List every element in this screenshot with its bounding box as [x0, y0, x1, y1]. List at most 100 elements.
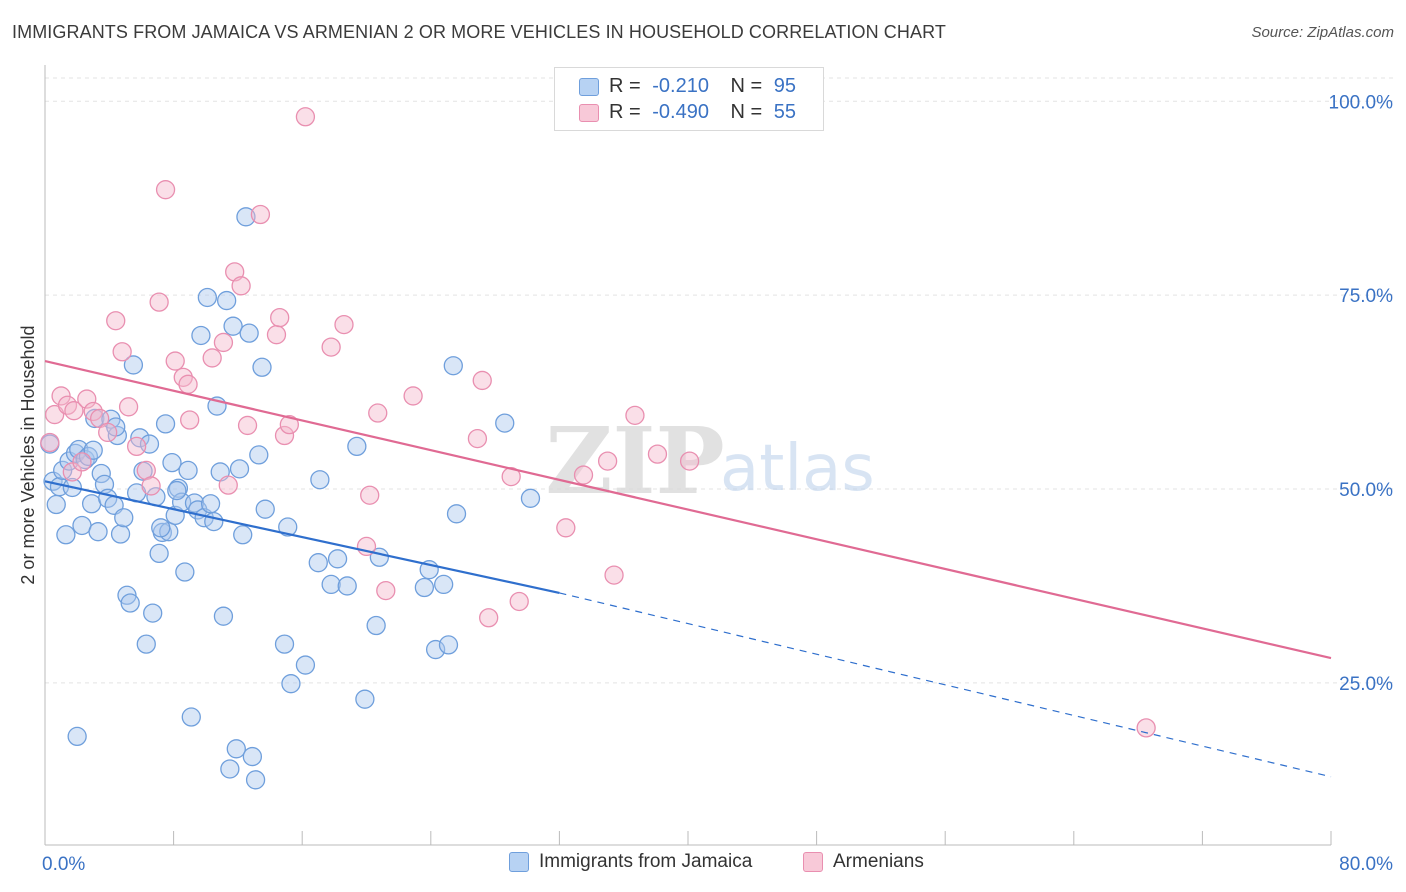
data-point-armenians	[368, 403, 388, 423]
data-point-jamaica	[223, 316, 243, 336]
data-point-armenians	[165, 351, 185, 371]
axis-layer	[44, 65, 1332, 846]
n-label: N =	[730, 75, 763, 98]
data-point-armenians	[136, 460, 156, 481]
data-point-armenians	[149, 292, 169, 312]
blue-swatch-icon	[579, 77, 599, 96]
data-point-armenians	[118, 397, 139, 417]
data-point-jamaica	[236, 207, 256, 227]
data-point-armenians	[274, 425, 295, 446]
axis-labels-layer: 25.0% 50.0% 75.0% 100.0% 0.0% 80.0% 2 or more …	[18, 92, 1393, 875]
data-point-armenians	[202, 348, 222, 368]
r-label: R =	[609, 75, 641, 98]
data-point-jamaica	[255, 499, 275, 519]
pink-swatch-icon	[803, 852, 823, 872]
data-point-jamaica	[414, 577, 435, 598]
data-point-jamaica	[278, 517, 298, 537]
data-point-jamaica	[72, 515, 92, 536]
data-point-jamaica	[310, 470, 330, 490]
data-point-jamaica	[216, 290, 237, 311]
data-point-jamaica	[155, 414, 176, 434]
watermark-atlas: atlas	[720, 432, 875, 506]
x-tick-label-min: 0.0%	[42, 854, 85, 875]
stats-legend: R = -0.210 N = 95 R = -0.490 N = 55	[554, 67, 824, 131]
data-point-armenians	[1136, 718, 1156, 738]
data-point-armenians	[51, 386, 71, 406]
data-point-jamaica	[178, 460, 198, 481]
data-point-armenians	[98, 422, 118, 443]
series-legend: Immigrants from Jamaica Armenians	[0, 851, 1406, 879]
legend-item-armenians[interactable]: Armenians	[803, 851, 924, 873]
data-point-armenians	[180, 410, 200, 430]
data-point-jamaica	[226, 739, 246, 759]
data-point-jamaica	[149, 543, 169, 564]
data-point-jamaica	[308, 553, 328, 573]
data-point-jamaica	[67, 726, 87, 747]
data-point-jamaica	[200, 494, 221, 514]
data-point-armenians	[270, 307, 290, 328]
data-point-jamaica	[143, 603, 163, 623]
data-point-jamaica	[85, 408, 105, 429]
stats-row-jamaica: R = -0.210 N = 95	[579, 75, 796, 101]
n-value-armenians: 55	[773, 101, 797, 124]
data-point-jamaica	[274, 634, 295, 654]
data-point-armenians	[64, 401, 84, 421]
data-point-jamaica	[281, 674, 301, 694]
data-point-jamaica	[438, 635, 459, 655]
data-point-jamaica	[204, 511, 224, 532]
data-point-jamaica	[88, 522, 108, 542]
data-point-armenians	[250, 204, 271, 225]
data-point-armenians	[225, 262, 245, 282]
data-point-jamaica	[123, 355, 144, 375]
trend-line-jamaica-extension	[559, 592, 1332, 778]
data-point-armenians	[237, 415, 258, 436]
data-point-armenians	[509, 591, 529, 612]
data-point-jamaica	[181, 707, 201, 727]
blue-swatch-icon	[509, 852, 529, 872]
data-point-jamaica	[295, 655, 316, 675]
data-point-jamaica	[110, 524, 131, 544]
data-point-armenians	[40, 432, 60, 453]
data-point-jamaica	[69, 439, 89, 460]
data-point-armenians	[360, 485, 380, 505]
y-tick-label: 50.0%	[1339, 480, 1393, 501]
data-point-jamaica	[213, 606, 234, 626]
x-tick-label-max: 80.0%	[1339, 854, 1393, 875]
stats-row-armenians: R = -0.490 N = 55	[579, 101, 796, 127]
data-point-jamaica	[242, 746, 263, 767]
trend-line-armenians	[44, 359, 1332, 660]
data-point-armenians	[218, 475, 238, 495]
data-point-armenians	[573, 465, 594, 485]
data-point-armenians	[479, 608, 499, 628]
data-point-jamaica	[46, 494, 66, 515]
data-point-armenians	[647, 444, 668, 464]
data-point-armenians	[376, 580, 396, 601]
data-point-jamaica	[239, 323, 259, 343]
y-tick-label: 25.0%	[1339, 674, 1393, 695]
data-point-jamaica	[120, 593, 140, 613]
data-point-armenians	[679, 451, 700, 471]
data-point-jamaica	[495, 413, 515, 433]
source-credit: Source: ZipAtlas.com	[1251, 24, 1394, 41]
data-point-armenians	[625, 405, 645, 425]
trend-line-jamaica	[44, 480, 560, 595]
data-point-armenians	[403, 386, 423, 406]
data-point-armenians	[126, 436, 147, 457]
data-point-jamaica	[151, 518, 171, 538]
data-point-jamaica	[91, 463, 111, 484]
legend-item-jamaica[interactable]: Immigrants from Jamaica	[509, 851, 752, 873]
r-value-armenians: -0.490	[652, 101, 709, 124]
data-point-jamaica	[245, 770, 266, 790]
data-point-jamaica	[53, 460, 73, 481]
data-point-jamaica	[327, 549, 348, 569]
y-tick-label: 75.0%	[1339, 286, 1393, 307]
data-point-armenians	[472, 370, 492, 391]
data-point-jamaica	[191, 325, 211, 346]
y-tick-label: 100.0%	[1329, 92, 1394, 113]
data-point-jamaica	[434, 574, 454, 595]
data-point-jamaica	[321, 574, 341, 595]
pink-swatch-icon	[579, 103, 599, 122]
data-point-jamaica	[175, 562, 195, 582]
data-point-armenians	[141, 476, 161, 496]
